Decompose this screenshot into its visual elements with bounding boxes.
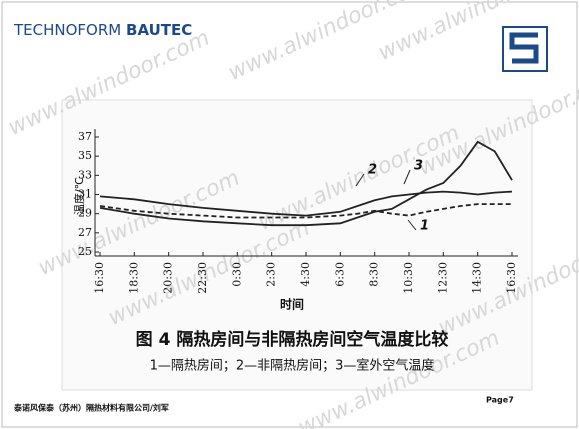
series-line [99, 203, 512, 219]
subcaption: 1—隔热房间；2—非隔热房间；3—室外空气温度 [150, 358, 435, 374]
chart-frame [61, 99, 533, 391]
annotation-leader [355, 173, 365, 187]
x-tick-label: 22:30 [196, 262, 209, 294]
annotation: 1 [420, 219, 429, 234]
x-tick-label: 18:30 [127, 262, 140, 294]
y-tick-label: 27 [78, 226, 92, 239]
x-tick-label: 10:30 [402, 262, 415, 294]
x-tick-label: 20:30 [162, 262, 175, 294]
y-tick-label: 37 [78, 130, 92, 143]
y-tick-label: 35 [78, 149, 92, 162]
y-axis-label: 温度/℃ [72, 177, 86, 215]
y-tick-label: 29 [78, 207, 92, 220]
y-tick-label: 25 [78, 245, 92, 258]
y-tick-label: 31 [78, 188, 92, 201]
annotation: 2 [368, 163, 377, 178]
x-tick-label: 8:30 [368, 262, 381, 287]
x-tick-label: 14:30 [471, 262, 484, 294]
x-tick-label: 16:30 [93, 262, 106, 294]
caption: 图 4 隔热房间与非隔热房间空气温度比较 [136, 329, 449, 350]
x-tick-label: 2:30 [265, 262, 278, 287]
brand: TECHNOFORM BAUTEC [13, 21, 192, 39]
footer-left: 泰诺风保泰（苏州）隔热材料有限公司/刘军 [13, 403, 169, 413]
series-line [99, 190, 513, 217]
x-axis-label: 时间 [280, 297, 304, 312]
x-tick-label: 0:30 [230, 262, 243, 287]
series-line [99, 140, 513, 227]
logo [502, 26, 548, 72]
annotation-leader [407, 219, 417, 231]
x-tick-label: 6:30 [333, 262, 346, 287]
annotation-leader [403, 169, 411, 185]
x-tick-label: 16:30 [505, 262, 518, 294]
footer-right: Page7 [486, 396, 514, 405]
x-tick-label: 12:30 [436, 262, 449, 294]
annotation: 3 [414, 159, 423, 174]
watermark: www.alwindoor.com [375, 0, 579, 66]
x-tick-label: 4:30 [299, 262, 312, 287]
y-tick-label: 33 [78, 168, 92, 181]
